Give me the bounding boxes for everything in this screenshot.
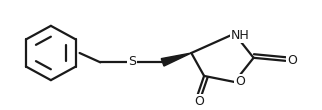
Text: O: O	[287, 54, 297, 67]
Text: O: O	[194, 95, 204, 108]
Text: O: O	[235, 75, 245, 88]
Text: NH: NH	[231, 29, 250, 42]
Polygon shape	[161, 53, 191, 66]
Text: S: S	[128, 55, 136, 68]
